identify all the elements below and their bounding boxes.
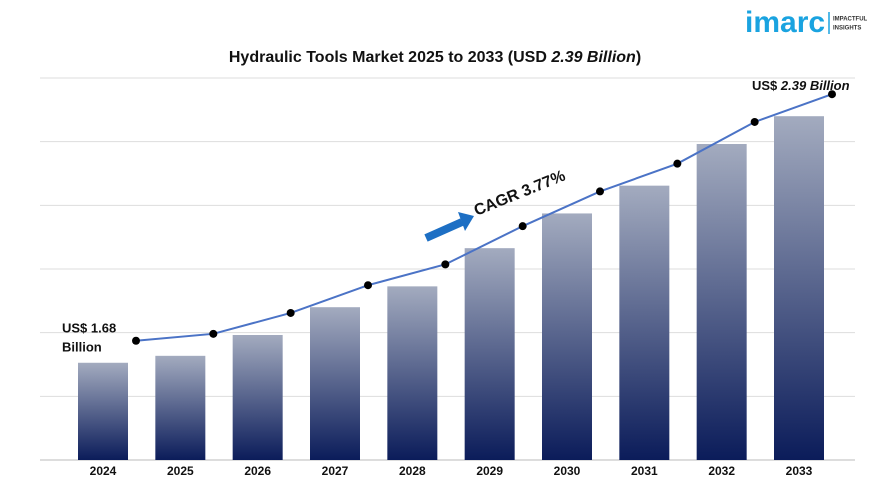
title-part: ) — [636, 49, 641, 66]
bar — [464, 248, 515, 460]
trend-point — [286, 308, 295, 317]
trend-point — [673, 159, 682, 168]
x-tick-label: 2032 — [708, 464, 735, 478]
x-tick-label: 2024 — [90, 464, 117, 478]
bar — [774, 116, 824, 460]
title-part: 2.39 Billion — [550, 49, 636, 66]
bar — [232, 334, 283, 460]
trend-point — [132, 336, 140, 345]
trend-point — [596, 187, 604, 196]
trend-point — [364, 281, 372, 290]
end-annotation: US$ 2.39 Billion — [752, 78, 850, 93]
x-tick-label: 2025 — [167, 464, 194, 478]
trend-point — [518, 222, 527, 231]
logo-tagline: INSIGHTS — [833, 26, 861, 32]
logo-tagline: IMPACTFUL — [833, 17, 868, 23]
start-annotation: Billion — [62, 339, 102, 354]
bars — [78, 116, 824, 460]
trend-point — [828, 90, 836, 99]
bar — [387, 286, 438, 460]
x-tick-label: 2030 — [554, 464, 581, 478]
logo-name: imarc — [745, 6, 825, 39]
start-annotation: US$ 1.68 — [62, 320, 116, 335]
x-tick-label: 2031 — [631, 464, 658, 478]
trend-line — [135, 93, 833, 342]
title-part: Hydraulic Tools Market 2025 to 2033 (USD — [229, 49, 551, 66]
cagr-arrow — [424, 212, 474, 242]
x-tick-label: 2029 — [476, 464, 503, 478]
trend — [132, 90, 836, 345]
bar — [78, 362, 128, 460]
bar — [155, 355, 206, 460]
x-tick-label: 2028 — [399, 464, 426, 478]
end-part: US$ — [752, 78, 781, 93]
trend-point — [750, 117, 759, 126]
bar — [696, 143, 747, 460]
arrow-head — [458, 212, 474, 231]
end-part: 2.39 Billion — [780, 78, 850, 93]
bar — [542, 213, 592, 460]
x-tick-label: 2027 — [322, 464, 349, 478]
bar — [310, 307, 360, 460]
x-tick-label: 2026 — [244, 464, 271, 478]
chart-title: Hydraulic Tools Market 2025 to 2033 (USD… — [229, 49, 641, 66]
arrow-shaft — [424, 218, 464, 242]
trend-point — [441, 260, 450, 269]
bar — [619, 185, 670, 460]
x-tick-label: 2033 — [786, 464, 813, 478]
trend-point — [209, 329, 218, 338]
logo: imarc IMPACTFUL INSIGHTS — [745, 6, 868, 39]
